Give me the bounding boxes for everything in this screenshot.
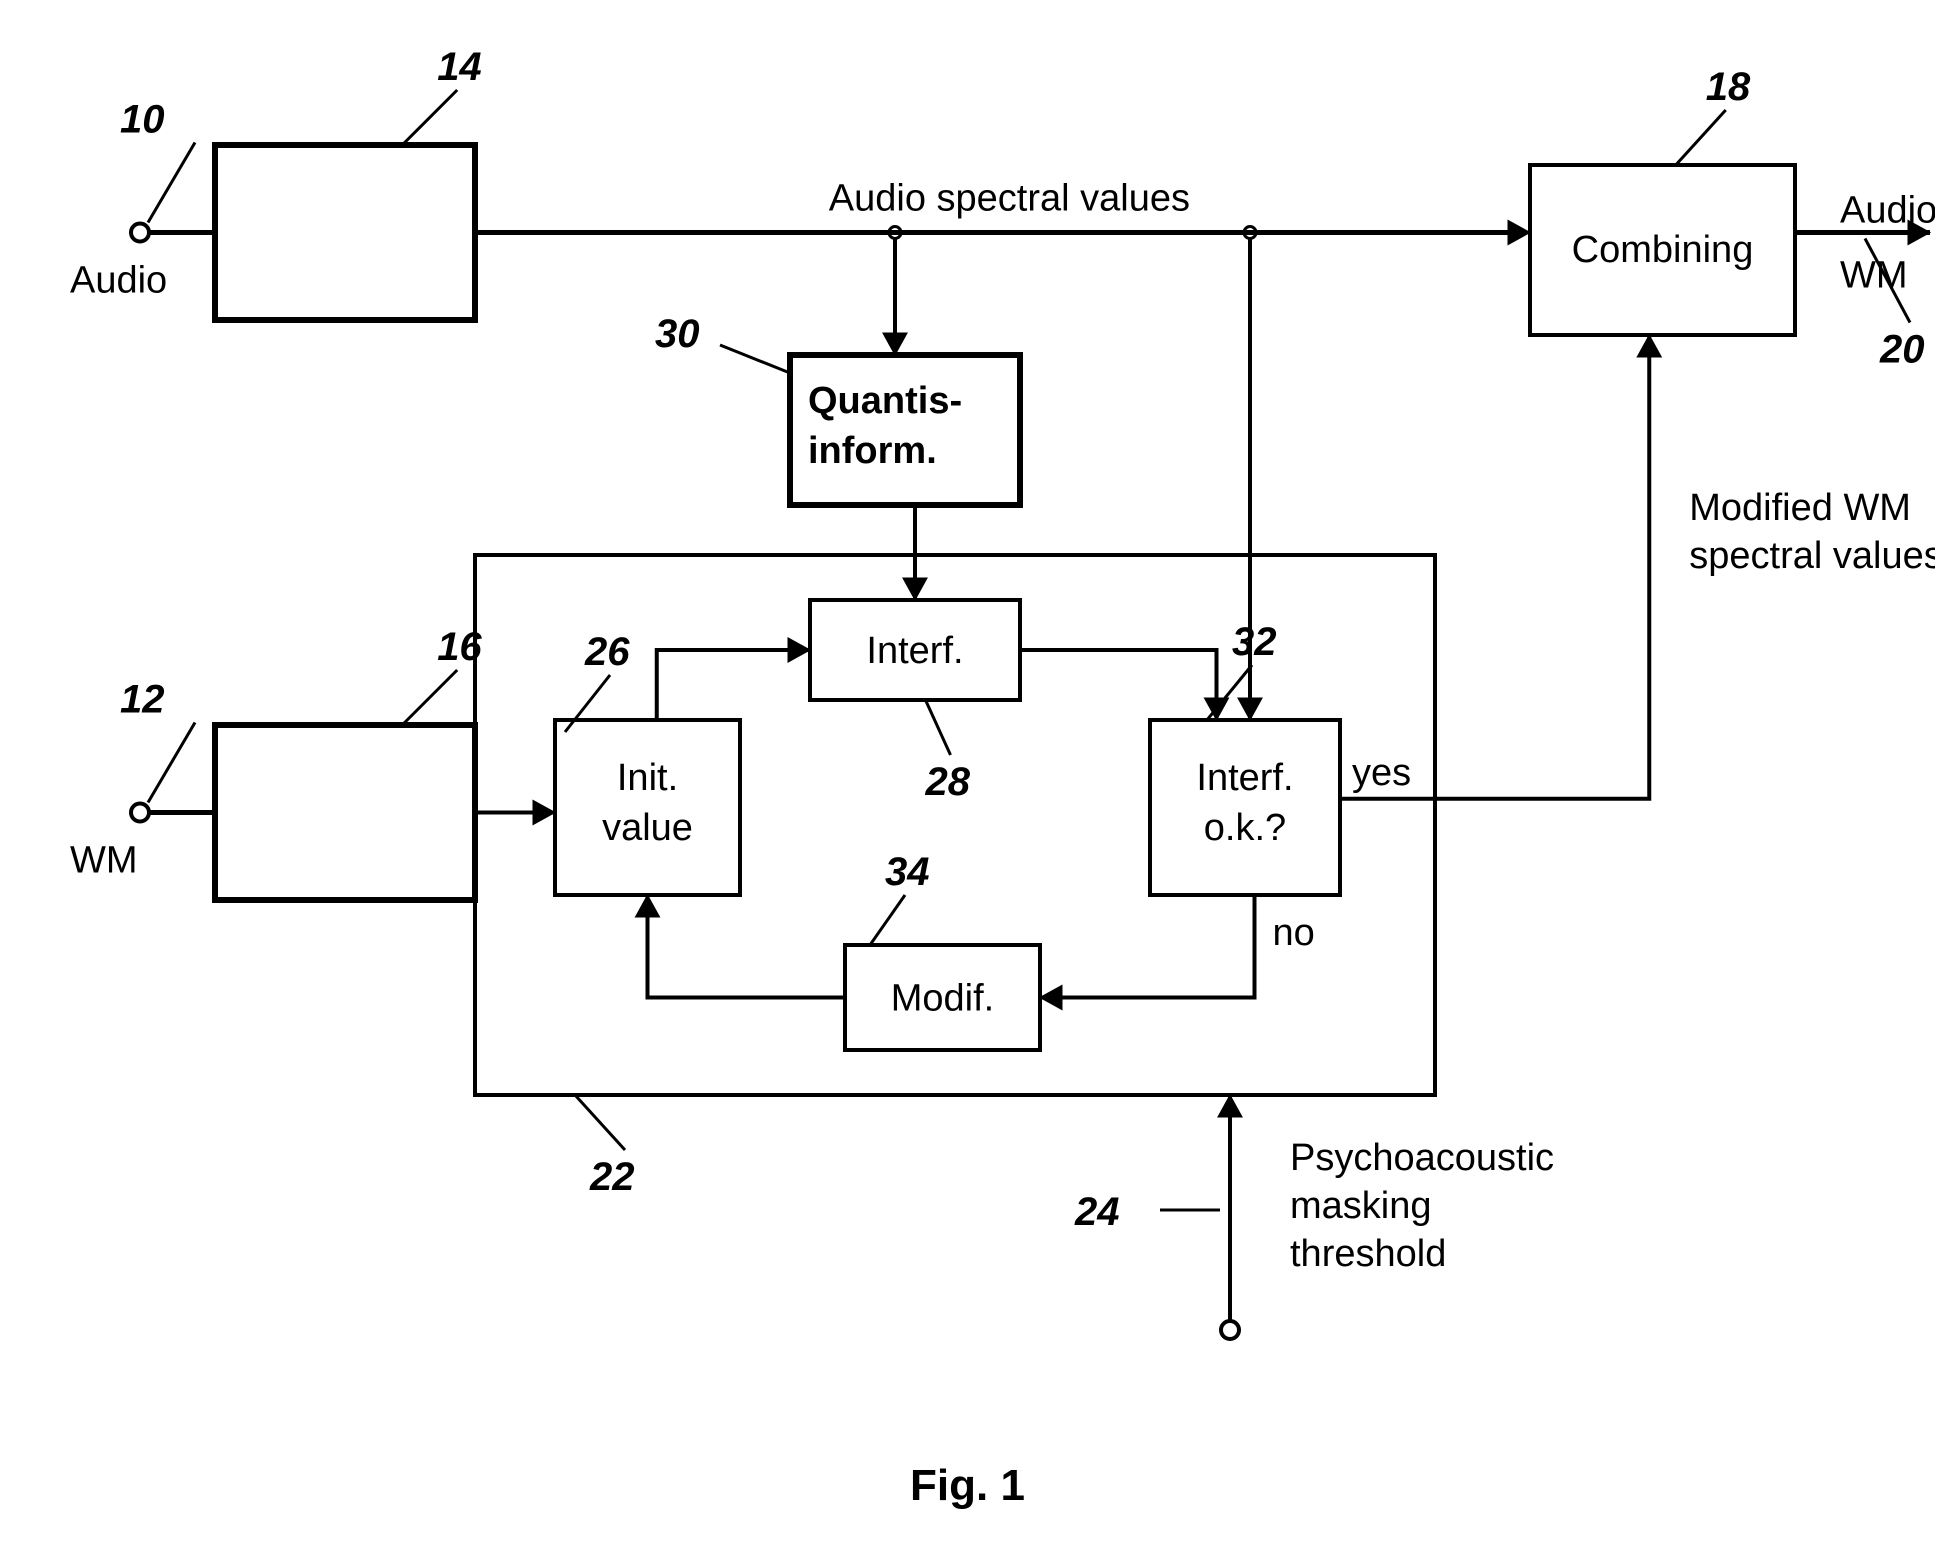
ref-32: 32 — [1232, 620, 1277, 664]
label-modif: Modif. — [891, 978, 994, 1020]
label-quantis-1: Quantis- — [808, 380, 962, 422]
ref-22: 22 — [589, 1155, 635, 1199]
terminal — [1221, 1321, 1239, 1339]
ref-24: 24 — [1074, 1190, 1120, 1234]
label-modwm-2: spectral values — [1689, 535, 1935, 577]
label-out-1: Audio+ — [1840, 190, 1935, 232]
label-audio-in: Audio — [70, 260, 167, 302]
ref-12: 12 — [120, 678, 165, 722]
wire — [575, 1095, 625, 1150]
label-quantis-2: inform. — [808, 430, 937, 472]
ref-10: 10 — [120, 98, 165, 142]
wire — [148, 143, 195, 223]
wire — [402, 90, 457, 145]
wire — [1676, 110, 1726, 165]
label-interf: Interf. — [866, 630, 963, 672]
label-init-2: value — [602, 807, 693, 849]
label-audio-spectral: Audio spectral values — [829, 178, 1190, 220]
label-init-1: Init. — [617, 757, 678, 799]
arrow-head — [883, 333, 907, 355]
ref-20: 20 — [1879, 328, 1925, 372]
wire — [148, 723, 195, 803]
ref-26: 26 — [584, 630, 630, 674]
ref-28: 28 — [925, 760, 971, 804]
ref-30: 30 — [655, 312, 700, 356]
ref-34: 34 — [885, 850, 930, 894]
block-wm-transform — [215, 725, 475, 900]
arrow-head — [1637, 335, 1661, 357]
terminal — [131, 224, 149, 242]
ref-16: 16 — [437, 625, 482, 669]
label-out-2: WM — [1840, 255, 1908, 297]
label-modwm-1: Modified WM — [1689, 487, 1911, 529]
label-mask-2: masking — [1290, 1185, 1432, 1227]
label-interfok-1: Interf. — [1196, 757, 1293, 799]
label-interfok-2: o.k.? — [1204, 807, 1286, 849]
label-mask-1: Psychoacoustic — [1290, 1137, 1554, 1179]
label-mask-3: threshold — [1290, 1233, 1446, 1275]
label-yes: yes — [1352, 752, 1411, 794]
block-audio-transform — [215, 145, 475, 320]
wire — [402, 670, 457, 725]
label-wm-in: WM — [70, 840, 138, 882]
arrow-head — [1218, 1095, 1242, 1117]
ref-18: 18 — [1706, 65, 1751, 109]
wire — [720, 345, 790, 373]
label-combining: Combining — [1572, 229, 1754, 271]
ref-14: 14 — [437, 45, 482, 89]
arrow-head — [1508, 220, 1530, 244]
label-no: no — [1273, 912, 1315, 954]
block-diagram-figure: Combining Quantis-inform. Interf. Init. valu… — [0, 0, 1935, 1560]
figure-title: Fig. 1 — [910, 1461, 1025, 1510]
terminal — [131, 804, 149, 822]
